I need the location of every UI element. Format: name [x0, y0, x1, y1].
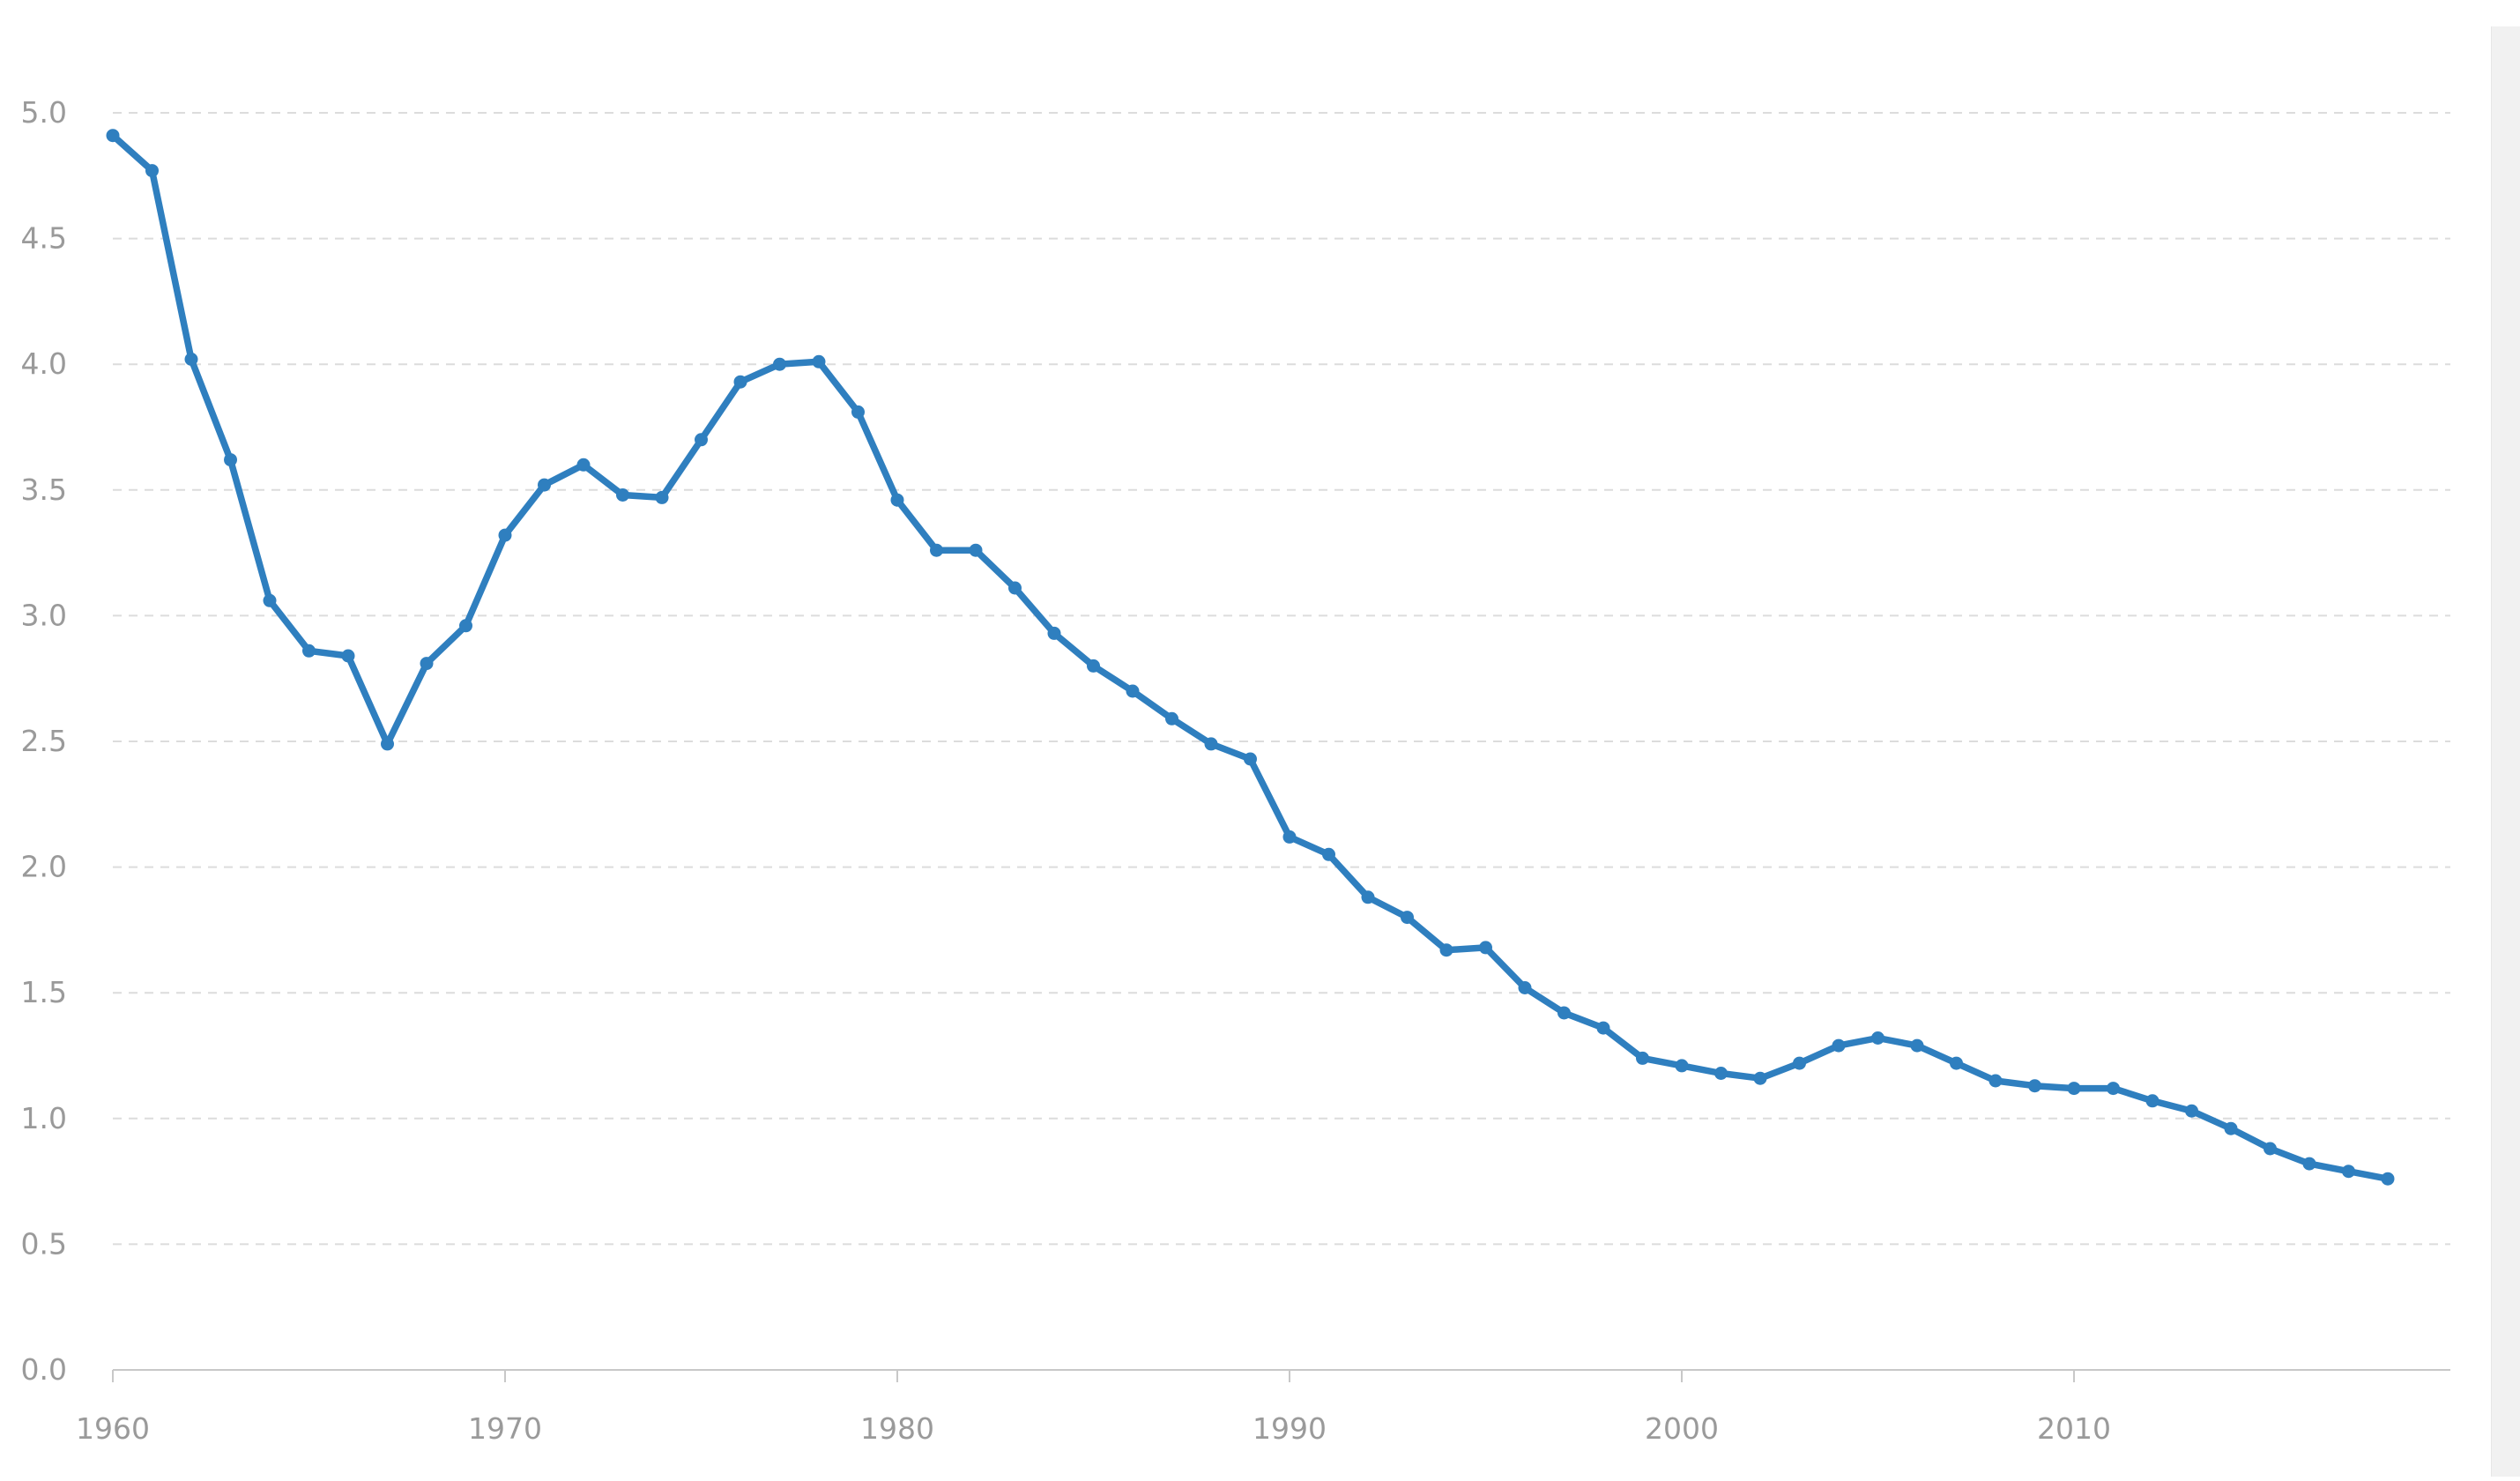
series-group — [106, 129, 2395, 1186]
y-tick-label: 3.5 — [21, 473, 67, 507]
data-point-1993[interactable] — [1401, 911, 1414, 925]
data-point-1988[interactable] — [1204, 737, 1218, 751]
data-point-2004[interactable] — [1832, 1038, 1846, 1053]
data-point-2018[interactable] — [2381, 1172, 2395, 1186]
data-point-2000[interactable] — [1675, 1059, 1689, 1073]
data-point-1985[interactable] — [1087, 659, 1100, 673]
x-axis — [112, 1369, 2450, 1382]
y-tick-label: 1.5 — [21, 975, 67, 1009]
data-point-2007[interactable] — [1950, 1056, 1963, 1070]
y-tick-label: 4.0 — [21, 346, 67, 381]
data-point-1967[interactable] — [381, 737, 394, 751]
x-tick-label: 2000 — [1645, 1411, 1719, 1446]
data-point-1970[interactable] — [498, 528, 512, 542]
y-axis-tick-labels: 0.0 0.5 1.0 1.5 2.0 2.5 3.0 3.5 4.0 4.5 5.0 — [21, 95, 67, 1387]
y-tick-label: 2.0 — [21, 850, 67, 884]
data-point-1994[interactable] — [1439, 943, 1453, 957]
data-point-1975[interactable] — [695, 433, 708, 447]
data-point-1976[interactable] — [733, 375, 747, 389]
x-tick-label: 1980 — [860, 1411, 934, 1446]
data-point-1961[interactable] — [145, 164, 159, 178]
x-tick-label: 1960 — [76, 1411, 150, 1446]
data-point-2006[interactable] — [1910, 1038, 1924, 1053]
data-point-2002[interactable] — [1753, 1071, 1767, 1085]
data-point-1983[interactable] — [1008, 581, 1022, 595]
x-tick-label: 2010 — [2037, 1411, 2111, 1446]
data-point-2012[interactable] — [2145, 1094, 2159, 1108]
data-point-2003[interactable] — [1793, 1056, 1806, 1070]
data-point-2010[interactable] — [2067, 1082, 2081, 1096]
data-point-2013[interactable] — [2185, 1104, 2198, 1118]
y-tick-label: 3.0 — [21, 598, 67, 632]
data-point-2005[interactable] — [1871, 1031, 1884, 1045]
data-point-2017[interactable] — [2342, 1165, 2355, 1179]
data-point-2015[interactable] — [2264, 1142, 2277, 1156]
x-tick-label: 1990 — [1253, 1411, 1327, 1446]
data-point-1987[interactable] — [1165, 711, 1178, 726]
data-point-1963[interactable] — [224, 453, 237, 467]
data-point-1999[interactable] — [1636, 1051, 1649, 1065]
x-axis-tick-labels: 1960 1970 1980 1990 2000 2010 — [76, 1411, 2111, 1446]
y-tick-label: 0.5 — [21, 1226, 67, 1261]
data-point-1990[interactable] — [1282, 830, 1297, 844]
data-point-1977[interactable] — [773, 357, 786, 371]
data-point-1972[interactable] — [576, 458, 591, 472]
data-point-1978[interactable] — [812, 354, 826, 368]
data-point-2011[interactable] — [2107, 1082, 2120, 1096]
data-point-1971[interactable] — [538, 478, 551, 492]
data-point-2001[interactable] — [1714, 1067, 1728, 1080]
data-point-1982[interactable] — [969, 543, 983, 557]
data-point-1968[interactable] — [420, 657, 434, 671]
data-point-2008[interactable] — [1988, 1074, 2003, 1088]
data-point-1974[interactable] — [655, 490, 669, 504]
data-point-1980[interactable] — [890, 493, 904, 507]
data-point-1960[interactable] — [106, 129, 120, 143]
gridlines — [113, 112, 2450, 1246]
data-point-1991[interactable] — [1322, 847, 1335, 861]
data-point-1986[interactable] — [1126, 684, 1140, 698]
y-tick-label: 2.5 — [21, 724, 67, 758]
data-point-1966[interactable] — [341, 649, 355, 663]
y-tick-label: 5.0 — [21, 95, 67, 130]
data-point-1981[interactable] — [930, 543, 943, 557]
data-point-1984[interactable] — [1047, 626, 1061, 640]
data-point-1965[interactable] — [302, 644, 316, 658]
series-line — [109, 131, 2391, 1182]
data-point-1995[interactable] — [1479, 941, 1492, 955]
x-tick-label: 1970 — [468, 1411, 542, 1446]
data-point-1992[interactable] — [1361, 890, 1375, 904]
y-tick-label: 1.0 — [21, 1101, 67, 1135]
data-point-2016[interactable] — [2302, 1157, 2316, 1171]
data-point-2014[interactable] — [2224, 1121, 2238, 1135]
data-point-1962[interactable] — [184, 353, 198, 366]
data-point-1969[interactable] — [459, 619, 472, 633]
data-point-1964[interactable] — [263, 593, 277, 607]
vertical-scrollbar[interactable] — [2491, 26, 2520, 1477]
data-point-2009[interactable] — [2028, 1079, 2041, 1093]
y-tick-label: 0.0 — [21, 1352, 67, 1387]
data-point-1998[interactable] — [1596, 1021, 1610, 1035]
data-point-1973[interactable] — [616, 488, 629, 502]
data-point-1979[interactable] — [851, 405, 865, 419]
data-point-1996[interactable] — [1518, 981, 1532, 994]
data-point-1989[interactable] — [1244, 752, 1257, 766]
data-point-1997[interactable] — [1557, 1006, 1571, 1020]
y-tick-label: 4.5 — [21, 221, 67, 256]
